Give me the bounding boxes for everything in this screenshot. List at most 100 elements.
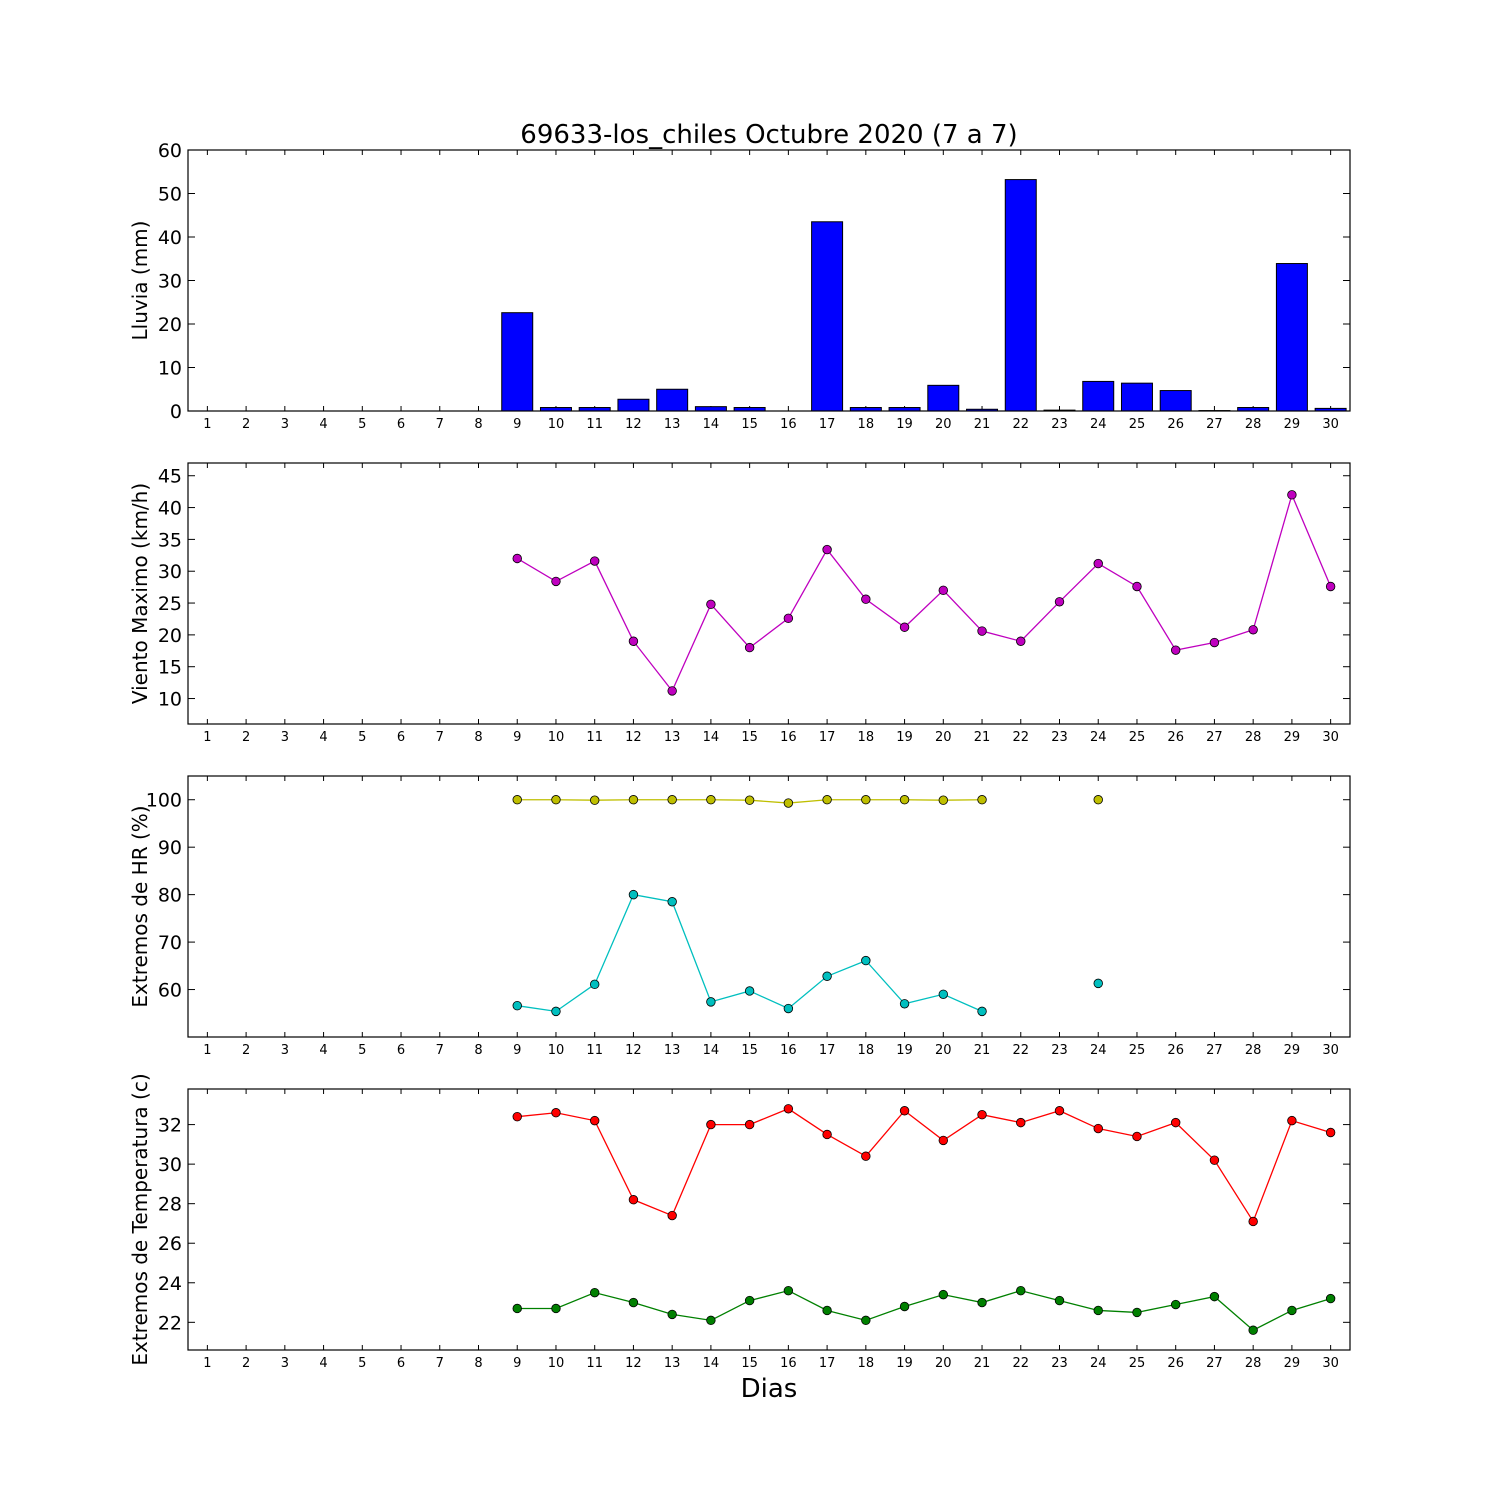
data-point <box>628 1195 639 1205</box>
x-tick-label: 13 <box>664 1043 681 1058</box>
bar <box>694 406 727 412</box>
x-tick-label: 9 <box>513 1356 521 1371</box>
y-tick-label: 90 <box>158 837 182 859</box>
x-tick-label: 26 <box>1167 417 1184 432</box>
x-tick-label: 3 <box>281 417 289 432</box>
data-point <box>861 955 871 966</box>
data-point <box>512 1303 522 1314</box>
x-tick-label: 3 <box>281 1043 289 1058</box>
data-point <box>1325 1293 1336 1304</box>
data-point <box>1093 795 1103 805</box>
x-tick-label: 2 <box>242 730 250 745</box>
data-point <box>667 686 677 696</box>
data-point <box>1287 1115 1297 1126</box>
x-tick-label: 7 <box>436 730 444 745</box>
data-point <box>744 795 755 805</box>
bar <box>617 398 650 412</box>
x-tick-label: 22 <box>1012 730 1029 745</box>
x-tick-label: 30 <box>1322 1043 1339 1058</box>
data-point <box>938 1135 949 1146</box>
plot-frame <box>187 462 1351 725</box>
data-point <box>706 1315 716 1326</box>
x-tick-label: 10 <box>548 417 565 432</box>
data-point <box>590 795 600 805</box>
panel-3: 1 2 3 4 5 6 7 8 9 10 11 12 13 14 15 16 17 18 19 20 21 22 23 24 2… <box>128 775 1351 1058</box>
x-tick-label: 10 <box>548 1043 565 1058</box>
x-tick-label: 26 <box>1167 1043 1184 1058</box>
y-tick-label: 45 <box>158 466 182 488</box>
x-tick-label: 13 <box>664 417 681 432</box>
x-tick-label: 27 <box>1206 1356 1223 1371</box>
data-point <box>977 795 987 805</box>
x-tick-label: 19 <box>896 730 913 745</box>
x-tick-label: 23 <box>1051 1043 1068 1058</box>
data-point <box>590 1287 600 1298</box>
x-tick-label: 5 <box>358 730 366 745</box>
x-tick-label: 11 <box>586 1043 603 1058</box>
x-tick-label: 12 <box>625 1043 642 1058</box>
bar <box>501 312 534 412</box>
data-point <box>822 1305 832 1316</box>
data-point <box>551 576 561 587</box>
x-tick-label: 2 <box>242 417 250 432</box>
data-point <box>512 553 522 564</box>
x-tick-label: 22 <box>1012 1043 1029 1058</box>
y-tick-label: 24 <box>158 1273 182 1295</box>
data-point <box>977 1006 987 1017</box>
data-point <box>744 986 755 996</box>
x-tick-label: 8 <box>474 1356 482 1371</box>
x-tick-label: 30 <box>1322 1356 1339 1371</box>
data-point <box>667 1309 677 1320</box>
x-tick-label: 10 <box>548 730 565 745</box>
x-tick-label: 7 <box>436 1356 444 1371</box>
x-tick-label: 14 <box>703 730 720 745</box>
y-tick-label: 40 <box>158 498 182 520</box>
x-tick-label: 23 <box>1051 417 1068 432</box>
y-tick-label: 15 <box>158 657 182 679</box>
data-point <box>1170 1299 1181 1310</box>
bar <box>656 388 689 412</box>
data-point <box>783 1285 794 1296</box>
data-point <box>706 997 716 1007</box>
data-point <box>899 1301 910 1312</box>
x-tick-label: 27 <box>1206 730 1223 745</box>
x-tick-label: 30 <box>1322 417 1339 432</box>
x-tick-label: 29 <box>1284 1043 1301 1058</box>
x-tick-label: 11 <box>586 417 603 432</box>
data-point <box>977 626 987 636</box>
data-point <box>628 795 639 805</box>
x-tick-label: 9 <box>513 730 521 745</box>
y-tick-label: 100 <box>146 790 182 812</box>
x-tick-label: 6 <box>397 1043 405 1058</box>
x-tick-label: 21 <box>974 1043 991 1058</box>
x-tick-label: 7 <box>436 1043 444 1058</box>
data-point <box>861 795 871 805</box>
data-point <box>1093 978 1103 989</box>
x-tick-label: 16 <box>780 730 797 745</box>
x-tick-label: 29 <box>1284 1356 1301 1371</box>
data-point <box>1248 625 1258 635</box>
data-point <box>1093 1305 1103 1316</box>
series-line-2 <box>517 1289 1331 1332</box>
data-point <box>667 1210 677 1221</box>
x-tick-label: 20 <box>935 1043 952 1058</box>
y-tick-label: 20 <box>158 314 182 336</box>
data-point <box>512 1111 522 1122</box>
panel-4: 1 2 3 4 5 6 7 8 9 10 11 12 13 14 15 16 17 18 19 20 21 22 23 24 2… <box>128 1073 1351 1371</box>
x-tick-label: 3 <box>281 730 289 745</box>
data-point <box>512 1000 522 1011</box>
data-point <box>822 795 832 805</box>
data-point <box>1132 1307 1142 1318</box>
data-point <box>551 1303 561 1314</box>
plot-frame <box>187 1088 1351 1351</box>
x-tick-label: 3 <box>281 1356 289 1371</box>
y-tick-label: 10 <box>158 689 182 711</box>
data-point <box>1093 1123 1103 1134</box>
data-point <box>783 1104 794 1114</box>
data-point <box>938 585 949 596</box>
data-point <box>938 1289 949 1300</box>
data-point <box>1287 1305 1297 1316</box>
x-tick-label: 16 <box>780 1356 797 1371</box>
data-point <box>783 1003 794 1014</box>
x-tick-label: 19 <box>896 417 913 432</box>
